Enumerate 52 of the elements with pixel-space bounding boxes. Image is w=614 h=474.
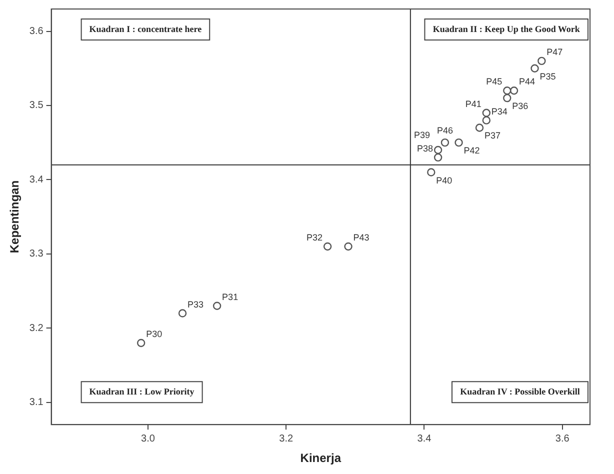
x-tick-label: 3.0 <box>141 433 156 444</box>
point <box>475 124 484 132</box>
y-tick-label: 3.3 <box>29 248 44 260</box>
data-label: P41 <box>465 98 482 109</box>
point <box>482 108 491 117</box>
data-label: P44 <box>519 76 536 87</box>
annotation: Kuadran II : Keep Up the Good Work <box>432 24 580 34</box>
point <box>503 94 512 102</box>
point <box>344 242 352 251</box>
data-label: P30 <box>146 328 162 339</box>
data-label: P40 <box>436 175 452 186</box>
point <box>440 138 450 147</box>
point <box>212 302 222 310</box>
data-label: P32 <box>306 232 323 242</box>
x-tick-label: 3.6 <box>555 433 570 444</box>
point <box>323 242 332 251</box>
point <box>454 138 463 147</box>
y-axis-title: Kepentingan <box>8 180 22 254</box>
data-label: P46 <box>436 126 453 136</box>
data-label: P39 <box>414 130 430 140</box>
point <box>530 64 539 72</box>
data-label: P37 <box>484 130 501 141</box>
point <box>503 86 512 95</box>
point <box>178 309 187 318</box>
data-label: P36 <box>512 101 528 112</box>
point <box>434 146 442 154</box>
point <box>427 168 436 176</box>
annotation: Kuadran III : Low Priority <box>89 386 195 396</box>
point <box>538 56 546 66</box>
point <box>434 153 442 162</box>
y-tick-label: 3.5 <box>29 100 44 112</box>
x-tick-label: 3.4 <box>417 433 432 444</box>
y-tick-label: 3.1 <box>29 397 44 408</box>
data-label: P35 <box>540 71 556 82</box>
annotation: Kuadran I : concentrate here <box>89 24 202 34</box>
data-label: P43 <box>353 232 370 242</box>
point <box>482 116 491 124</box>
y-tick-label: 3.2 <box>29 322 44 334</box>
y-tick-label: 3.6 <box>29 26 44 38</box>
data-label: P47 <box>546 46 563 57</box>
x-axis-title: Kinerja <box>300 451 342 466</box>
data-label: P34 <box>491 106 508 116</box>
y-tick-label: 3.4 <box>29 174 44 186</box>
data-label: P33 <box>188 299 204 310</box>
x-tick-label: 3.2 <box>279 433 294 444</box>
data-label: P38 <box>417 143 434 154</box>
annotation: Kuadran IV : Possible Overkill <box>460 386 580 396</box>
point <box>510 86 518 95</box>
data-label: P42 <box>464 146 480 156</box>
data-label: P45 <box>486 76 502 87</box>
point <box>136 338 146 348</box>
data-label: P31 <box>222 292 238 302</box>
